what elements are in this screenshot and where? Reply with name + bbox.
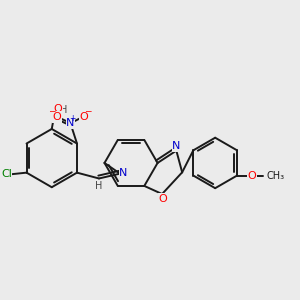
Text: H: H (60, 105, 67, 115)
Text: O: O (52, 112, 61, 122)
Text: O: O (54, 103, 63, 114)
Text: O: O (158, 194, 167, 203)
Text: CH₃: CH₃ (267, 171, 285, 181)
Text: N: N (119, 168, 128, 178)
Text: Cl: Cl (1, 169, 12, 179)
Text: O: O (79, 112, 88, 122)
Text: −: − (48, 107, 56, 116)
Text: O: O (247, 171, 256, 181)
Text: N: N (66, 118, 75, 128)
Text: N: N (172, 141, 181, 151)
Text: +: + (70, 114, 76, 123)
Text: −: − (84, 107, 92, 116)
Text: H: H (95, 181, 102, 190)
